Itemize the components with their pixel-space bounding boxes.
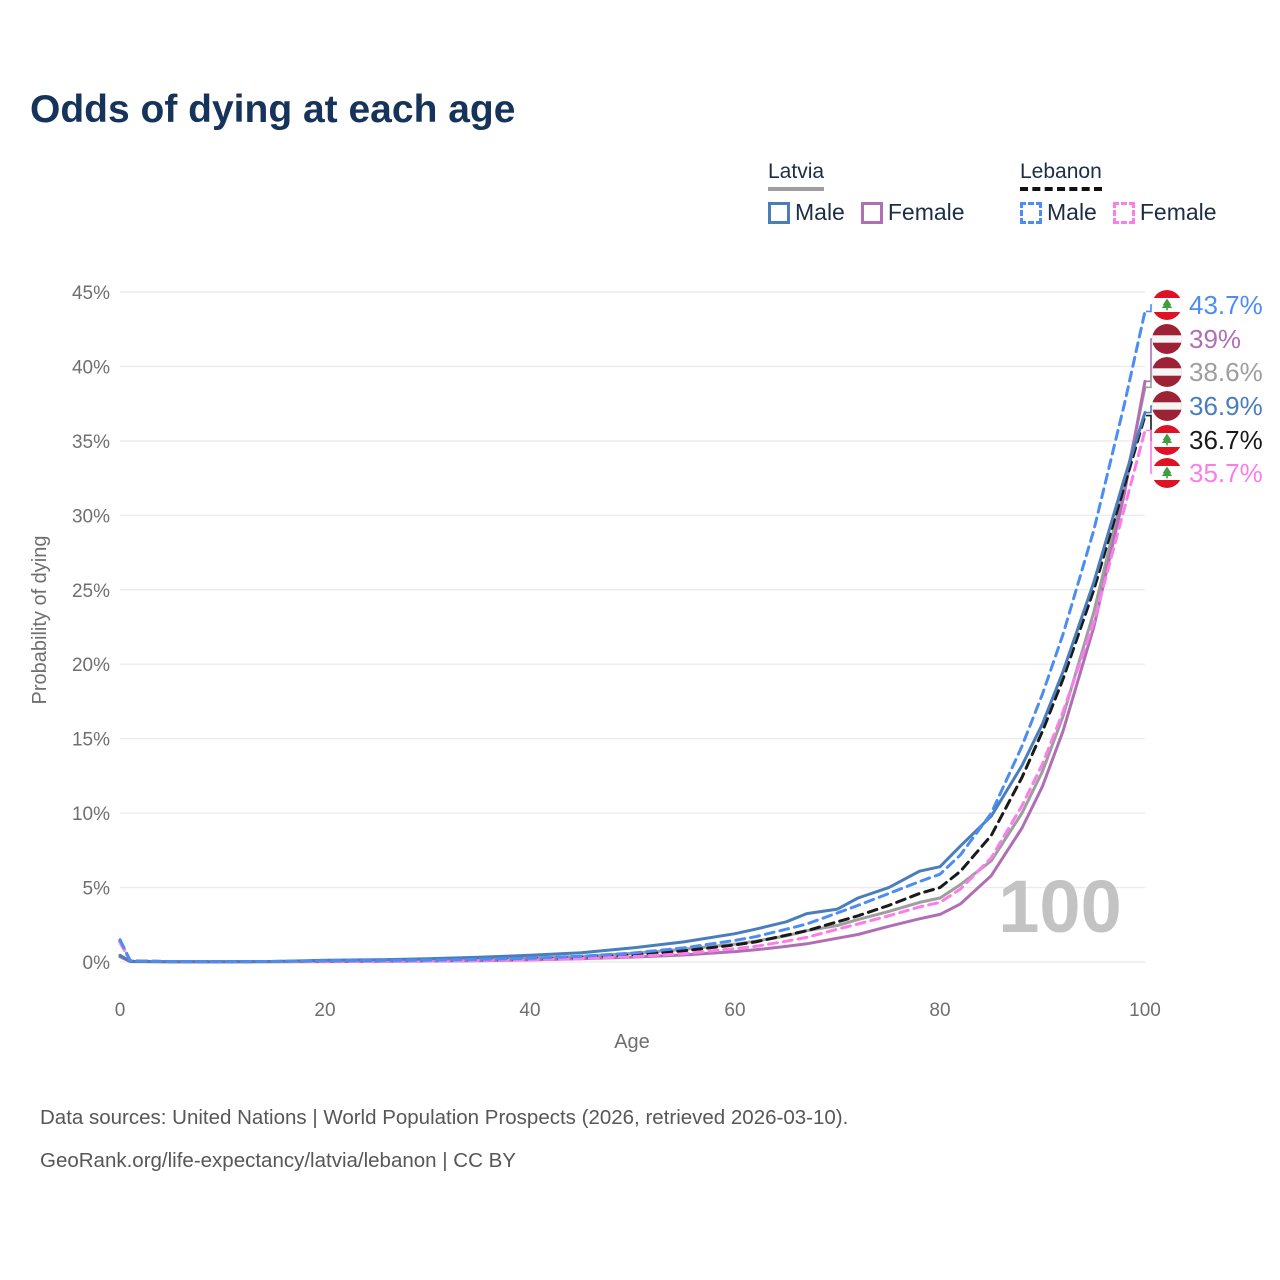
latvia-flag-icon [1152, 391, 1182, 421]
legend-item-lebanon-female[interactable]: Female [1112, 199, 1217, 226]
lebanon-female-swatch-icon[interactable] [1112, 201, 1135, 224]
gridlines [120, 291, 1145, 963]
y-tick-label: 30% [72, 506, 110, 527]
end-label-lebanon-total: 36.7% [1152, 424, 1263, 456]
legend-item-label: Female [1139, 199, 1217, 225]
lebanon-flag-icon [1152, 458, 1182, 488]
y-tick-label: 20% [72, 655, 110, 676]
end-label-value: 38.6% [1189, 356, 1263, 387]
end-label-latvia-total: 38.6% [1152, 356, 1263, 388]
legend-item-label: Male [795, 199, 845, 225]
series-line-lebanon-female [118, 429, 1147, 964]
series-line-latvia-female [118, 379, 1147, 964]
y-tick-label: 40% [72, 357, 110, 378]
legend-item-lebanon-male[interactable]: Male [1020, 199, 1097, 226]
y-tick-label: 45% [72, 283, 110, 304]
legend-item-latvia-female[interactable]: Female [860, 199, 965, 226]
legend-group-latvia: Latvia Male Female [768, 160, 965, 226]
y-tick-label: 15% [72, 730, 110, 751]
x-tick-label: 0 [115, 1000, 126, 1021]
y-tick-label: 5% [83, 879, 111, 900]
x-tick-label: 60 [724, 1000, 745, 1021]
footer-attribution-line: GeoRank.org/life-expectancy/latvia/leban… [40, 1149, 516, 1172]
end-label-lebanon-male: 43.7% [1152, 289, 1263, 321]
age-counter-watermark: 100 [998, 865, 1122, 948]
data-sources-footer: Data sources: United Nations | World Pop… [40, 1106, 848, 1192]
series-line-lebanon-total [118, 414, 1147, 964]
lebanon-flag-icon [1152, 290, 1182, 320]
y-tick-label: 10% [72, 804, 110, 825]
latvia-flag-icon [1152, 357, 1182, 387]
footer-sources-line: Data sources: United Nations | World Pop… [40, 1106, 849, 1129]
x-tick-label: 100 [1129, 1000, 1161, 1021]
end-label-lebanon-female: 35.7% [1152, 457, 1263, 489]
series-line-latvia-male [118, 411, 1147, 964]
x-tick-label: 20 [314, 1000, 335, 1021]
legend-group-lebanon: Lebanon Male Female [1020, 160, 1217, 226]
series-line-lebanon-male [118, 309, 1147, 964]
x-axis-title: Age [614, 1031, 650, 1053]
end-label-latvia-female: 39% [1152, 323, 1241, 355]
latvia-male-swatch-icon[interactable] [768, 201, 790, 224]
legend-heading-latvia: Latvia [768, 160, 825, 191]
y-axis-title: Probability of dying [29, 536, 51, 705]
legend-heading-lebanon: Lebanon [1020, 160, 1102, 191]
legend-item-label: Male [1047, 199, 1097, 225]
lebanon-male-swatch-icon[interactable] [1020, 201, 1042, 224]
y-tick-label: 25% [72, 581, 110, 602]
end-label-value: 36.9% [1189, 390, 1263, 421]
latvia-female-swatch-icon[interactable] [860, 201, 883, 224]
end-label-value: 43.7% [1189, 289, 1263, 320]
end-label-latvia-male: 36.9% [1152, 390, 1263, 422]
page-title: Odds of dying at each age [30, 88, 516, 131]
end-label-value: 36.7% [1189, 424, 1263, 455]
end-label-value: 35.7% [1189, 457, 1263, 488]
legend-item-latvia-male[interactable]: Male [768, 199, 845, 226]
x-tick-label: 80 [929, 1000, 950, 1021]
x-tick-label: 40 [519, 1000, 540, 1021]
axis-ticks: 0% 5% 10% 15% 20% 25% 30% 35% 40% 45% 0 20 40 60 80 100 [72, 283, 1161, 1021]
latvia-flag-icon [1152, 324, 1182, 354]
series-lines [118, 309, 1147, 964]
end-label-value: 39% [1189, 323, 1242, 354]
lebanon-flag-icon [1152, 425, 1182, 455]
legend-item-label: Female [887, 199, 965, 225]
y-tick-label: 35% [72, 432, 110, 453]
y-tick-label: 0% [83, 953, 111, 974]
